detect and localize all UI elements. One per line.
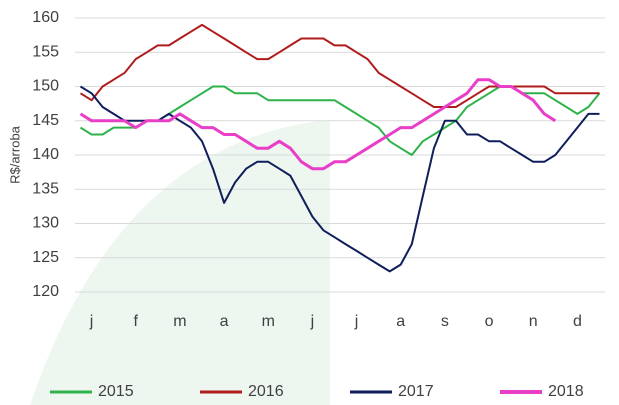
x-tick-label: a: [220, 313, 229, 330]
x-tick-label: m: [262, 313, 275, 330]
y-tick-label: 160: [32, 9, 59, 26]
y-tick-label: 130: [32, 215, 59, 232]
x-tick-label: m: [173, 313, 186, 330]
x-tick-label: d: [573, 313, 582, 330]
x-tick-label: j: [310, 313, 315, 330]
y-tick-label: 125: [32, 249, 59, 266]
x-tick-label: s: [441, 313, 449, 330]
y-tick-label: 150: [32, 78, 59, 95]
x-tick-label: j: [354, 313, 359, 330]
y-tick-label: 140: [32, 146, 59, 163]
x-tick-label: f: [134, 313, 139, 330]
watermark: [30, 120, 330, 405]
y-axis-label: R$/arroba: [7, 125, 22, 184]
legend-label: 2017: [398, 383, 434, 400]
x-tick-label: a: [396, 313, 405, 330]
y-tick-label: 145: [32, 112, 59, 129]
x-tick-label: n: [529, 313, 538, 330]
legend-label: 2018: [548, 383, 584, 400]
x-tick-label: j: [89, 313, 94, 330]
y-tick-label: 135: [32, 180, 59, 197]
series-line: [79, 78, 557, 171]
x-tick-label: o: [485, 313, 494, 330]
legend-label: 2016: [248, 383, 284, 400]
y-tick-label: 120: [32, 283, 59, 300]
y-tick-label: 155: [32, 43, 59, 60]
legend-label: 2015: [98, 383, 134, 400]
series-line: [79, 85, 600, 273]
